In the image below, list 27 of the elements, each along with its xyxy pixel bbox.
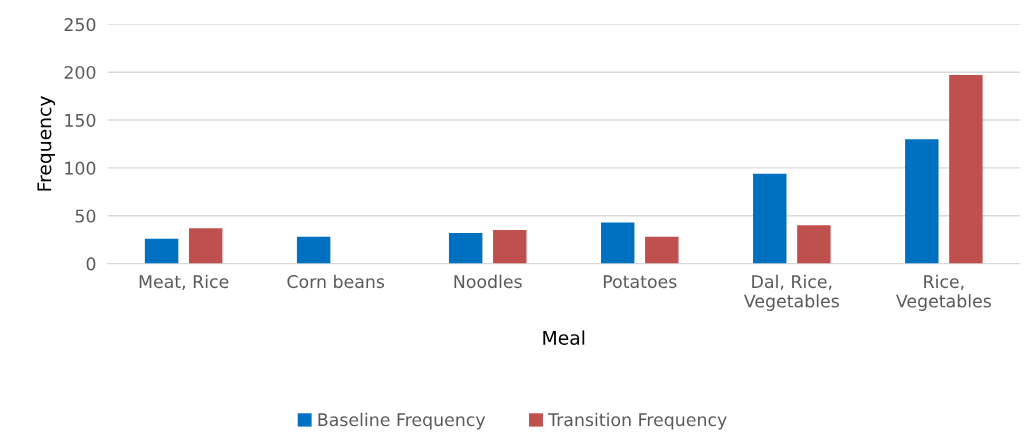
bar (645, 236, 679, 264)
y-tick-label: 50 (75, 209, 96, 223)
bar (448, 232, 483, 264)
bar (753, 173, 787, 264)
y-tick-label: 150 (65, 113, 96, 127)
x-axis-title: Meal (543, 330, 585, 345)
bar (493, 230, 527, 264)
bar (296, 236, 331, 264)
bar (949, 75, 983, 264)
bar (797, 225, 831, 264)
y-tick-label: 250 (64, 18, 96, 32)
x-tick-label: Rice, Vegetables (896, 274, 991, 311)
y-tick-label: 0 (86, 257, 96, 271)
y-axis-title: Frequency (37, 96, 56, 191)
x-tick-label: Corn beans (287, 274, 385, 289)
legend-label: Baseline Frequency (318, 412, 486, 430)
x-tick-label: Dal, Rice, Vegetables (743, 274, 839, 311)
y-tick-label: 100 (65, 161, 96, 175)
bar (144, 238, 179, 264)
bar (905, 139, 939, 264)
legend-label: Transition Frequency (548, 412, 727, 430)
x-tick-label: Potatoes (603, 275, 677, 289)
x-tick-label: Meat, Rice (139, 274, 229, 290)
y-tick-label: 200 (64, 65, 96, 80)
bar (188, 228, 223, 264)
bar (601, 222, 635, 264)
x-tick-label: Noodles (454, 274, 522, 289)
